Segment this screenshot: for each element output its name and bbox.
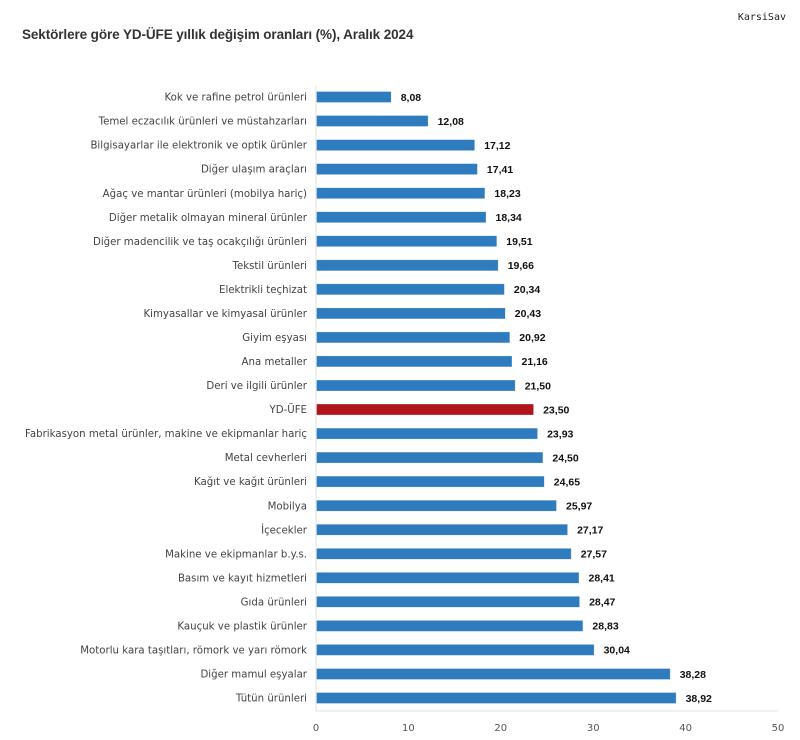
category-label: Diğer madencilik ve taş ocakçılığı ürünl… — [93, 236, 307, 248]
value-label: 28,41 — [589, 573, 615, 585]
category-labels: Kok ve rafine petrol ürünleri Temel eczac… — [25, 93, 308, 705]
x-tick-label: 30 — [587, 723, 600, 734]
bar — [316, 379, 516, 392]
bar — [316, 139, 475, 151]
value-label: 28,47 — [589, 597, 615, 609]
x-tick-label: 0 — [313, 723, 319, 734]
x-tick-labels: 0 10 20 30 40 50 — [313, 723, 785, 734]
category-label: Mobilya — [268, 501, 307, 512]
value-label: 24,50 — [552, 452, 578, 464]
category-label: Kauçuk ve plastik ürünler — [177, 622, 307, 633]
value-label: 38,92 — [686, 693, 712, 705]
value-label: 21,50 — [525, 380, 551, 392]
bar — [316, 355, 513, 368]
value-labels: 8,08 12,08 17,12 17,41 18,23 18,34 19,51 19,66 2… — [401, 92, 712, 705]
bar — [316, 644, 595, 656]
category-label: Motorlu kara taşıtları, römork ve yarı r… — [80, 646, 307, 657]
bar — [316, 235, 498, 247]
category-label: Kağıt ve kağıt ürünleri — [194, 476, 307, 488]
category-label: Metal cevherleri — [225, 453, 307, 464]
bar — [316, 307, 506, 320]
value-label: 21,16 — [522, 356, 548, 368]
category-label: Diğer ulaşım araçları — [201, 164, 307, 176]
value-label: 20,92 — [519, 332, 545, 344]
bar — [316, 115, 429, 127]
bar — [316, 620, 584, 632]
bar — [316, 668, 671, 680]
category-label: Tütün ürünleri — [235, 694, 307, 705]
x-tick-label: 50 — [772, 723, 785, 734]
value-label: 24,65 — [554, 476, 580, 488]
value-label: 27,57 — [581, 549, 607, 561]
value-label: 20,34 — [514, 284, 540, 296]
category-label: Ana metaller — [242, 357, 308, 368]
category-label: Ağaç ve mantar ürünleri (mobilya hariç) — [103, 188, 307, 200]
bar — [316, 523, 568, 536]
bar — [316, 499, 557, 512]
value-label: 19,51 — [506, 236, 532, 248]
bar — [316, 331, 511, 344]
value-label: 25,97 — [566, 501, 592, 513]
category-label: Tekstil ürünleri — [231, 261, 307, 272]
bar — [316, 475, 545, 488]
category-label: İçecekler — [261, 523, 308, 536]
category-label: Basım ve kayıt hizmetleri — [178, 573, 307, 584]
value-label: 8,08 — [401, 92, 422, 104]
value-label: 12,08 — [438, 116, 464, 128]
value-label: 20,43 — [515, 308, 541, 320]
category-label: Giyim eşyası — [242, 333, 307, 344]
x-tick-label: 10 — [402, 723, 415, 734]
value-label: 18,23 — [494, 188, 520, 200]
chart-title: Sektörlere göre YD-ÜFE yıllık değişim or… — [22, 27, 414, 42]
category-label: Temel eczacılık ürünleri ve müstahzarlar… — [98, 117, 307, 128]
bar — [316, 595, 580, 608]
bar — [316, 259, 499, 272]
bar — [316, 211, 487, 223]
value-label: 18,34 — [496, 212, 522, 224]
value-label: 30,04 — [604, 645, 630, 657]
category-label: Diğer mamul eşyalar — [200, 669, 307, 681]
bars — [316, 91, 677, 704]
category-label: Bilgisayarlar ile elektronik ve optik ür… — [90, 141, 307, 152]
value-label: 23,93 — [547, 428, 573, 440]
value-label: 17,12 — [484, 140, 510, 152]
category-label: Fabrikasyon metal ürünler, makine ve eki… — [25, 429, 307, 440]
x-tick-label: 20 — [494, 723, 507, 734]
category-label: YD-ÜFE — [269, 403, 308, 416]
category-label: Diğer metalik olmayan mineral ürünler — [109, 212, 308, 224]
category-label: Makine ve ekipmanlar b.y.s. — [165, 549, 307, 560]
bar — [316, 547, 572, 560]
value-label: 17,41 — [487, 164, 513, 176]
bar — [316, 163, 478, 175]
bar-highlight — [316, 403, 534, 416]
category-label: Kok ve rafine petrol ürünleri — [164, 93, 307, 104]
value-label: 19,66 — [508, 260, 534, 272]
category-label: Deri ve ilgili ürünler — [206, 381, 307, 392]
bar — [316, 451, 544, 464]
value-label: 28,83 — [592, 621, 618, 633]
category-label: Elektrikli teçhizat — [219, 285, 307, 296]
bar — [316, 283, 505, 296]
value-label: 23,50 — [543, 404, 569, 416]
value-label: 27,17 — [577, 525, 603, 537]
watermark: KarsiSav — [737, 12, 786, 23]
value-label: 38,28 — [680, 669, 706, 681]
bar — [316, 91, 392, 103]
axes — [315, 85, 778, 712]
bar — [316, 571, 580, 584]
bar — [316, 187, 486, 199]
category-label: Kimyasallar ve kimyasal ürünler — [143, 309, 307, 320]
bar — [316, 692, 677, 704]
bar — [316, 427, 538, 440]
x-tick-label: 40 — [679, 723, 692, 734]
category-label: Gıda ürünleri — [241, 597, 307, 608]
